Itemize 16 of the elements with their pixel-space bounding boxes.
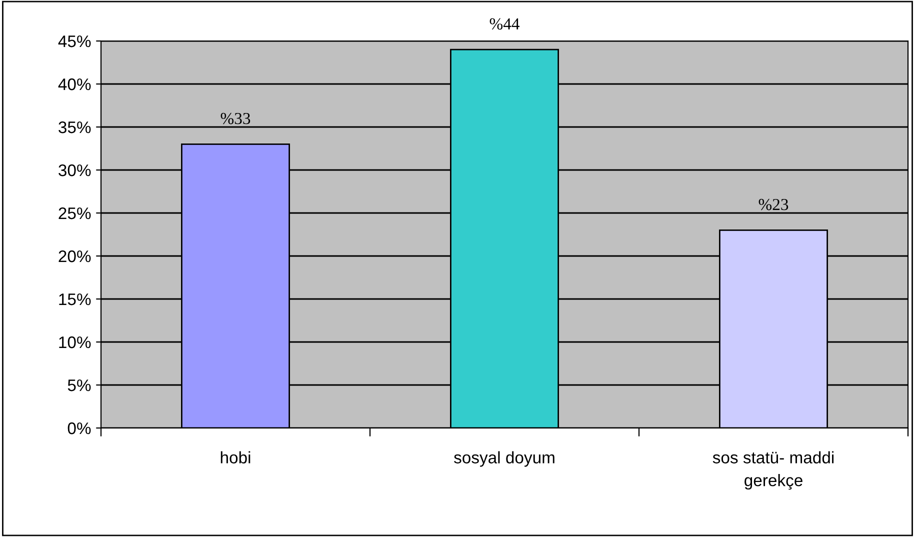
y-tick-label: 5%: [68, 379, 91, 392]
y-tick-label: 45%: [58, 35, 91, 48]
y-tick-label: 25%: [58, 207, 91, 220]
y-tick-label: 10%: [59, 336, 91, 348]
x-tick-label: sos statü- maddi gerekçe: [712, 451, 834, 490]
data-label: %23: [758, 198, 788, 210]
y-tick-label: 30%: [58, 164, 91, 176]
x-tick-label: hobi: [220, 451, 250, 464]
y-tick-label: 20%: [58, 250, 91, 262]
y-tick-label: 0%: [68, 422, 91, 434]
y-tick-label: 40%: [58, 78, 91, 90]
data-label: %33: [220, 112, 250, 124]
y-tick-label: 15%: [59, 293, 91, 306]
x-tick-label: sosyal doyum: [454, 451, 554, 467]
data-label: %44: [490, 18, 520, 30]
y-tick-label: 35%: [58, 121, 91, 134]
